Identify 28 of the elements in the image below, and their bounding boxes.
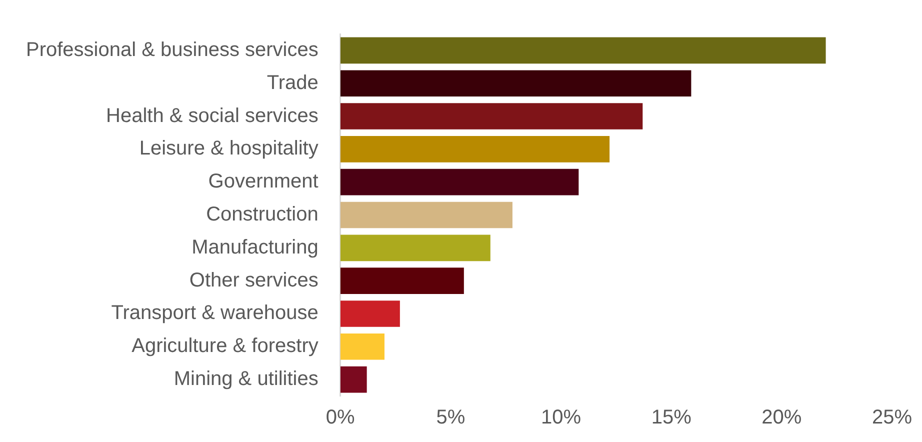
- bar: [340, 136, 610, 162]
- x-tick-label: 15%: [651, 406, 692, 429]
- bar: [340, 168, 579, 196]
- bar: [340, 300, 400, 327]
- y-tick-label: Health & social services: [106, 104, 318, 127]
- y-tick-label: Manufacturing: [192, 236, 318, 258]
- y-tick-label: Professional & business services: [26, 38, 318, 61]
- bar: [340, 234, 490, 262]
- y-tick-label: Trade: [266, 72, 318, 94]
- x-tick-label: 0%: [326, 406, 356, 429]
- bar: [340, 202, 512, 228]
- bar: [340, 37, 826, 64]
- bar: [340, 268, 464, 294]
- x-tick-label: 25%: [872, 406, 912, 429]
- y-tick-label: Government: [208, 170, 319, 193]
- y-tick-label: Transport & warehouse: [111, 302, 318, 324]
- bar: [340, 103, 643, 130]
- x-tick-label: 10%: [540, 406, 582, 429]
- x-tick-label: 5%: [436, 406, 466, 429]
- y-tick-label: Mining & utilities: [174, 368, 318, 390]
- x-tick-label: 20%: [762, 406, 802, 429]
- y-tick-label: Construction: [206, 204, 318, 226]
- bar: [340, 333, 384, 360]
- y-tick-label: Agriculture & forestry: [132, 335, 318, 358]
- y-tick-label: Leisure & hospitality: [139, 138, 318, 160]
- y-tick-label: Other services: [189, 269, 318, 292]
- bar: [340, 70, 692, 97]
- bar: [340, 366, 367, 393]
